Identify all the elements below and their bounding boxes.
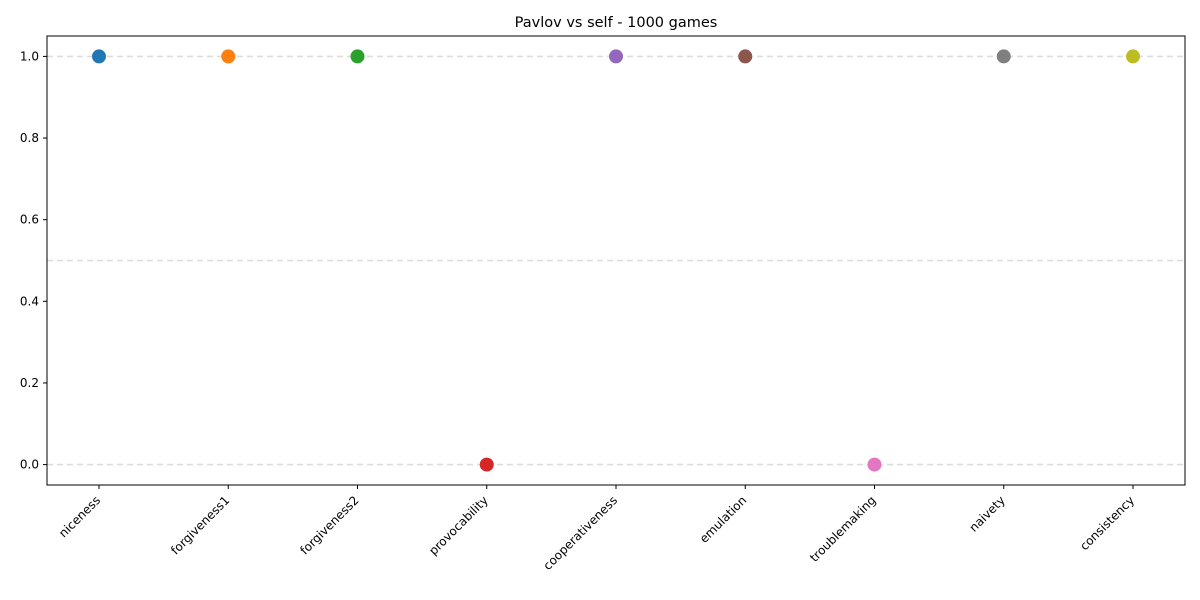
data-point-forgiveness1 xyxy=(221,49,236,64)
y-tick-label: 0.6 xyxy=(20,213,39,227)
data-point-forgiveness2 xyxy=(350,49,365,64)
chart-title: Pavlov vs self - 1000 games xyxy=(515,15,718,31)
x-tick-label: forgiveness2 xyxy=(297,493,361,557)
x-tick-label: troublemaking xyxy=(807,493,879,565)
y-tick-label: 1.0 xyxy=(20,49,39,63)
y-tick-label: 0.0 xyxy=(20,458,39,472)
x-tick-label: provocability xyxy=(426,493,491,558)
data-point-troublemaking xyxy=(867,457,882,472)
data-point-emulation xyxy=(738,49,753,64)
y-tick-label: 0.2 xyxy=(20,376,39,390)
y-tick-label: 0.4 xyxy=(20,294,39,308)
x-tick-label: emulation xyxy=(697,493,750,546)
data-point-naivety xyxy=(996,49,1011,64)
x-tick-label: cooperativeness xyxy=(541,493,621,573)
y-tick-label: 0.8 xyxy=(20,131,39,145)
x-tick-label: consistency xyxy=(1077,493,1137,553)
data-point-niceness xyxy=(92,49,106,64)
x-tick-label: niceness xyxy=(56,493,103,540)
x-tick-label: naivety xyxy=(966,493,1007,534)
data-point-consistency xyxy=(1126,49,1140,64)
x-tick-label: forgiveness1 xyxy=(168,493,232,557)
data-point-cooperativeness xyxy=(609,49,623,64)
data-point-provocability xyxy=(479,457,494,472)
